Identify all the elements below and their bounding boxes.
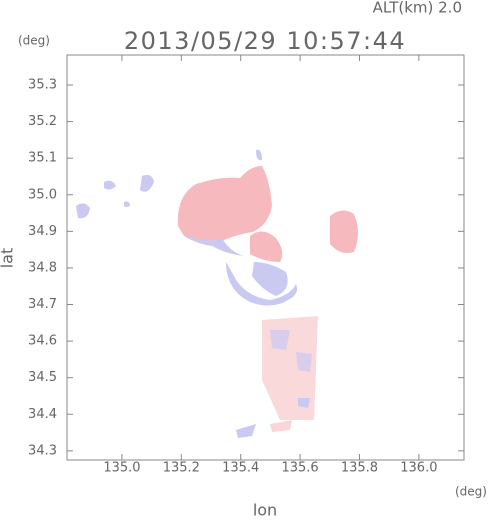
echo-region <box>140 174 154 192</box>
y-tick-label: 35.3 <box>28 78 57 93</box>
x-unit: (deg) <box>455 485 487 499</box>
x-tick-label: 135.4 <box>222 461 259 476</box>
x-tick-label: 135.8 <box>341 461 378 476</box>
y-tick-label: 34.6 <box>28 334 57 349</box>
echo-region <box>104 180 116 190</box>
echo-region <box>252 262 288 296</box>
echo-region <box>270 420 292 432</box>
y-unit: (deg) <box>18 34 50 48</box>
echo-region <box>270 330 290 350</box>
plot-frame <box>66 54 465 461</box>
echo-region <box>236 424 256 438</box>
echo-region <box>298 398 310 408</box>
echo-field <box>76 149 358 438</box>
x-tick-label: 135.6 <box>281 461 318 476</box>
y-tick-label: 35.1 <box>28 151 57 166</box>
echo-region <box>296 352 312 372</box>
y-tick-label: 35.2 <box>28 114 57 129</box>
y-tick-label: 34.4 <box>28 407 57 422</box>
echo-region <box>330 210 358 253</box>
echo-region <box>226 262 297 306</box>
y-tick-label: 34.7 <box>28 297 57 312</box>
x-tick-label: 135.0 <box>103 461 140 476</box>
echo-region <box>256 149 262 161</box>
y-tick-label: 34.3 <box>28 443 57 458</box>
y-tick-label: 34.9 <box>28 224 57 239</box>
y-tick-label: 34.5 <box>28 370 57 385</box>
x-tick-label: 135.2 <box>163 461 200 476</box>
echo-region <box>250 231 283 262</box>
x-tick-label: 136.0 <box>400 461 437 476</box>
x-axis-label: lon <box>253 501 277 520</box>
altitude-label: ALT(km) 2.0 <box>373 0 462 17</box>
echo-region <box>124 201 130 207</box>
echo-region <box>76 203 90 219</box>
y-tick-label: 35.0 <box>28 187 57 202</box>
echo-region <box>177 166 272 244</box>
chart-title: 2013/05/29 10:57:44 <box>124 27 406 55</box>
y-tick-label: 34.8 <box>28 260 57 275</box>
y-axis-label: lat <box>0 248 17 269</box>
echo-region <box>188 236 244 256</box>
